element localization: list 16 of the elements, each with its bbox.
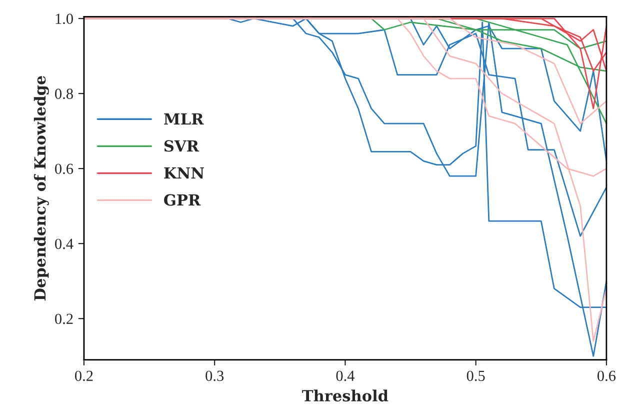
y-tick-label: 0.8 [55, 88, 73, 100]
y-tick-label: 0.4 [55, 238, 74, 250]
x-axis-title: Threshold [302, 390, 388, 402]
y-axis-title: Dependency of Knowledge [34, 76, 49, 300]
x-tick-label: 0.6 [597, 370, 616, 382]
legend-label: SVR [164, 140, 200, 152]
y-tick-label: 0.6 [55, 164, 74, 174]
y-tick-label: 0.2 [55, 314, 73, 324]
x-tick-label: 0.5 [466, 370, 485, 382]
legend-label: GPR [164, 194, 201, 206]
x-tick-label: 0.2 [75, 370, 93, 382]
x-tick-label: 0.3 [206, 370, 224, 382]
y-tick-label: 1.0 [56, 14, 73, 24]
legend-label: MLR [164, 113, 204, 124]
x-tick-label: 0.4 [336, 370, 355, 382]
legend-label: KNN [164, 167, 204, 179]
